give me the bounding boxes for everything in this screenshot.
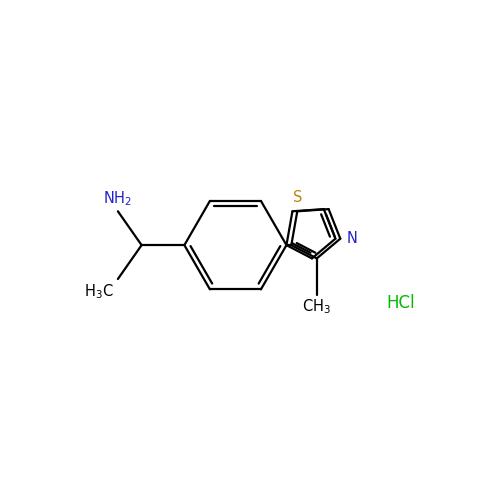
Text: NH$_2$: NH$_2$ [104,189,132,208]
Text: S: S [292,190,302,206]
Text: H$_3$C: H$_3$C [84,282,114,301]
Text: N: N [347,231,358,246]
Text: CH$_3$: CH$_3$ [302,298,332,316]
Text: HCl: HCl [386,294,415,312]
